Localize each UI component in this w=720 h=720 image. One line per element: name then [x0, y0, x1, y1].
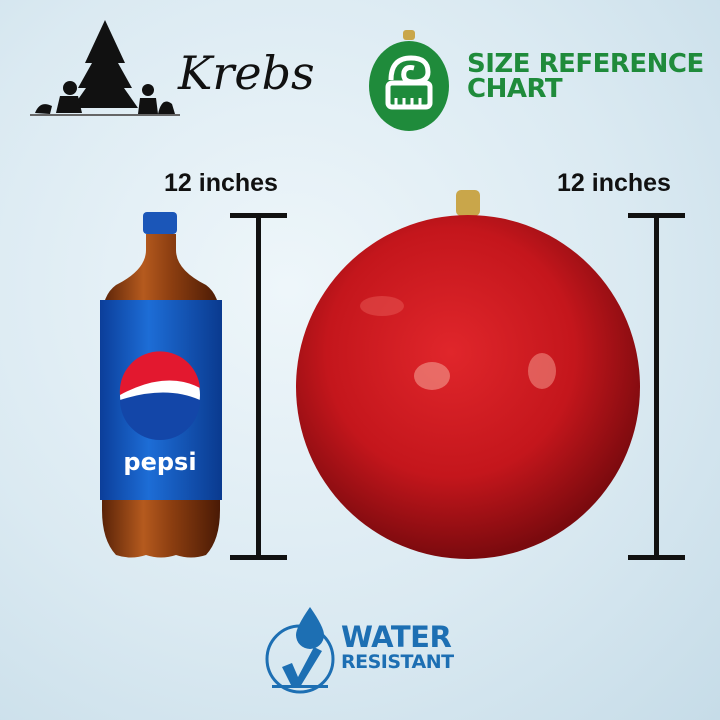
title-line-1: SIZE REFERENCE: [467, 49, 704, 79]
ornament-measure-line: [654, 213, 659, 560]
size-reference-title: SIZE REFERENCE CHART: [467, 49, 704, 104]
water-resistant-label: WATER RESISTANT: [341, 622, 454, 672]
ornament-measure-bottom: [628, 555, 685, 560]
bottle-height-label: 12 inches: [164, 169, 278, 197]
brand-name: Krebs: [178, 46, 315, 100]
bottle-measure-line: [256, 213, 261, 560]
bottle-measure-bottom: [230, 555, 287, 560]
water-text: WATER: [341, 620, 452, 654]
red-ornament-image: [296, 190, 640, 559]
soda-bottle-image: pepsi: [100, 212, 222, 558]
measuring-tape-ornament-icon: [369, 30, 449, 131]
ornament-height-label: 12 inches: [557, 169, 671, 197]
water-drop-check-icon: [265, 607, 335, 694]
christmas-tree-silhouette-icon: [30, 20, 180, 116]
krebs-logo: Krebs: [30, 18, 315, 118]
title-line-2: CHART: [467, 74, 563, 104]
resistant-text: RESISTANT: [341, 651, 454, 673]
bottle-brand-text: pepsi: [123, 448, 196, 476]
